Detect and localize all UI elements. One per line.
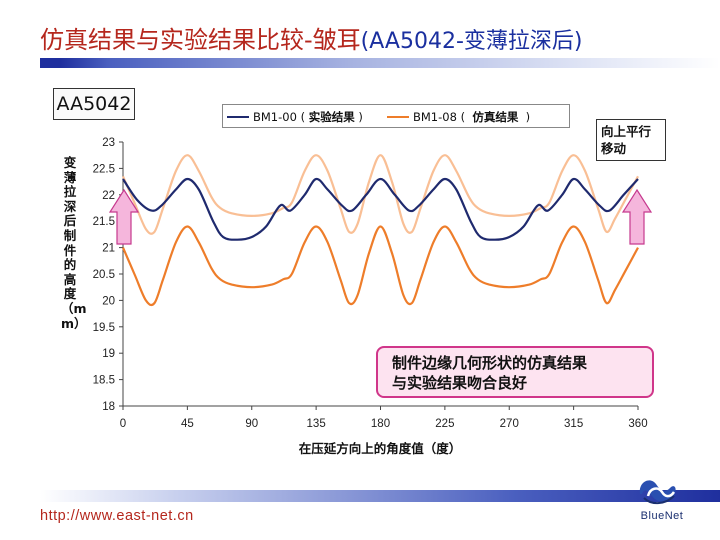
y-tick-label: 22.5: [93, 163, 115, 175]
y-tick-label: 20.5: [93, 269, 115, 281]
legend-item-experiment: BM1-00 ( 实验结果 ): [227, 109, 363, 125]
y-tick-label: 21.5: [93, 216, 115, 228]
x-tick-label: 90: [245, 418, 258, 430]
legend-name-experiment: BM1-00: [253, 110, 297, 124]
note-callout-line-1: 与实验结果吻合良好: [392, 374, 528, 392]
up-arrow-right-icon: [621, 188, 653, 245]
series-line-simulation-shifted: [121, 154, 639, 235]
shift-arrows: [108, 188, 653, 245]
chart-legend: BM1-00 ( 实验结果 ) BM1-08 ( 仿真结果 ): [222, 104, 570, 128]
x-tick-label: 135: [307, 418, 326, 430]
series-line-experiment: [122, 177, 639, 241]
shift-callout-line-0: 向上平行: [601, 124, 652, 139]
x-tick-label: 0: [120, 418, 126, 430]
legend-line-simulation: [387, 116, 409, 118]
shift-callout: 向上平行 移动: [596, 119, 666, 161]
sample-label: AA5042: [53, 88, 135, 120]
y-tick-label: 19.5: [93, 322, 115, 334]
footer-bar: [40, 490, 720, 502]
x-tick-label: 45: [181, 418, 194, 430]
note-callout: 制件边缘几何形状的仿真结果 与实验结果吻合良好: [376, 346, 654, 398]
x-tick-label: 180: [371, 418, 390, 430]
legend-item-simulation: BM1-08 ( 仿真结果 ): [387, 109, 530, 125]
x-tick-label: 360: [628, 418, 647, 430]
y-tick-label: 21: [102, 243, 115, 255]
y-tick-label: 18: [102, 401, 115, 413]
title-underline-bar: [40, 58, 720, 68]
note-callout-line-0: 制件边缘几何形状的仿真结果: [392, 354, 588, 372]
chart-series: [121, 154, 639, 307]
legend-line-experiment: [227, 116, 249, 118]
series-line-simulation: [121, 225, 639, 307]
slide-title: 仿真结果与实验结果比较-皱耳(AA5042-变薄拉深后): [40, 20, 700, 55]
bluenet-logo-icon: [639, 480, 676, 504]
brand-name: BlueNet: [640, 510, 684, 522]
legend-name-simulation: BM1-08: [413, 110, 457, 124]
chart-axes: 18 18.5 19 19.5 20 20.5 21 21.5 22 22.5 23 0 45 90 135…: [93, 137, 648, 430]
y-tick-label: 23: [102, 137, 115, 149]
y-tick-label: 19: [102, 348, 115, 360]
title-suffix: (AA5042-变薄拉深后): [360, 29, 583, 54]
legend-tag-simulation: 仿真结果: [472, 110, 519, 124]
y-axis-label: 变薄拉深后制件的高度（mm）: [61, 155, 87, 331]
y-tick-label: 20: [102, 295, 115, 307]
footer-url: http://www.east-net.cn: [40, 508, 194, 524]
x-axis-label: 在压延方向上的角度值（度）: [298, 441, 462, 456]
title-main: 仿真结果与实验结果比较-皱耳: [40, 26, 361, 54]
y-tick-label: 22: [102, 190, 115, 202]
x-tick-label: 270: [500, 418, 519, 430]
legend-tag-experiment: 实验结果: [308, 110, 355, 124]
y-tick-label: 18.5: [93, 375, 115, 387]
up-arrow-left-icon: [108, 188, 140, 245]
x-tick-label: 315: [564, 418, 583, 430]
x-tick-label: 225: [435, 418, 454, 430]
shift-callout-line-1: 移动: [601, 141, 627, 156]
